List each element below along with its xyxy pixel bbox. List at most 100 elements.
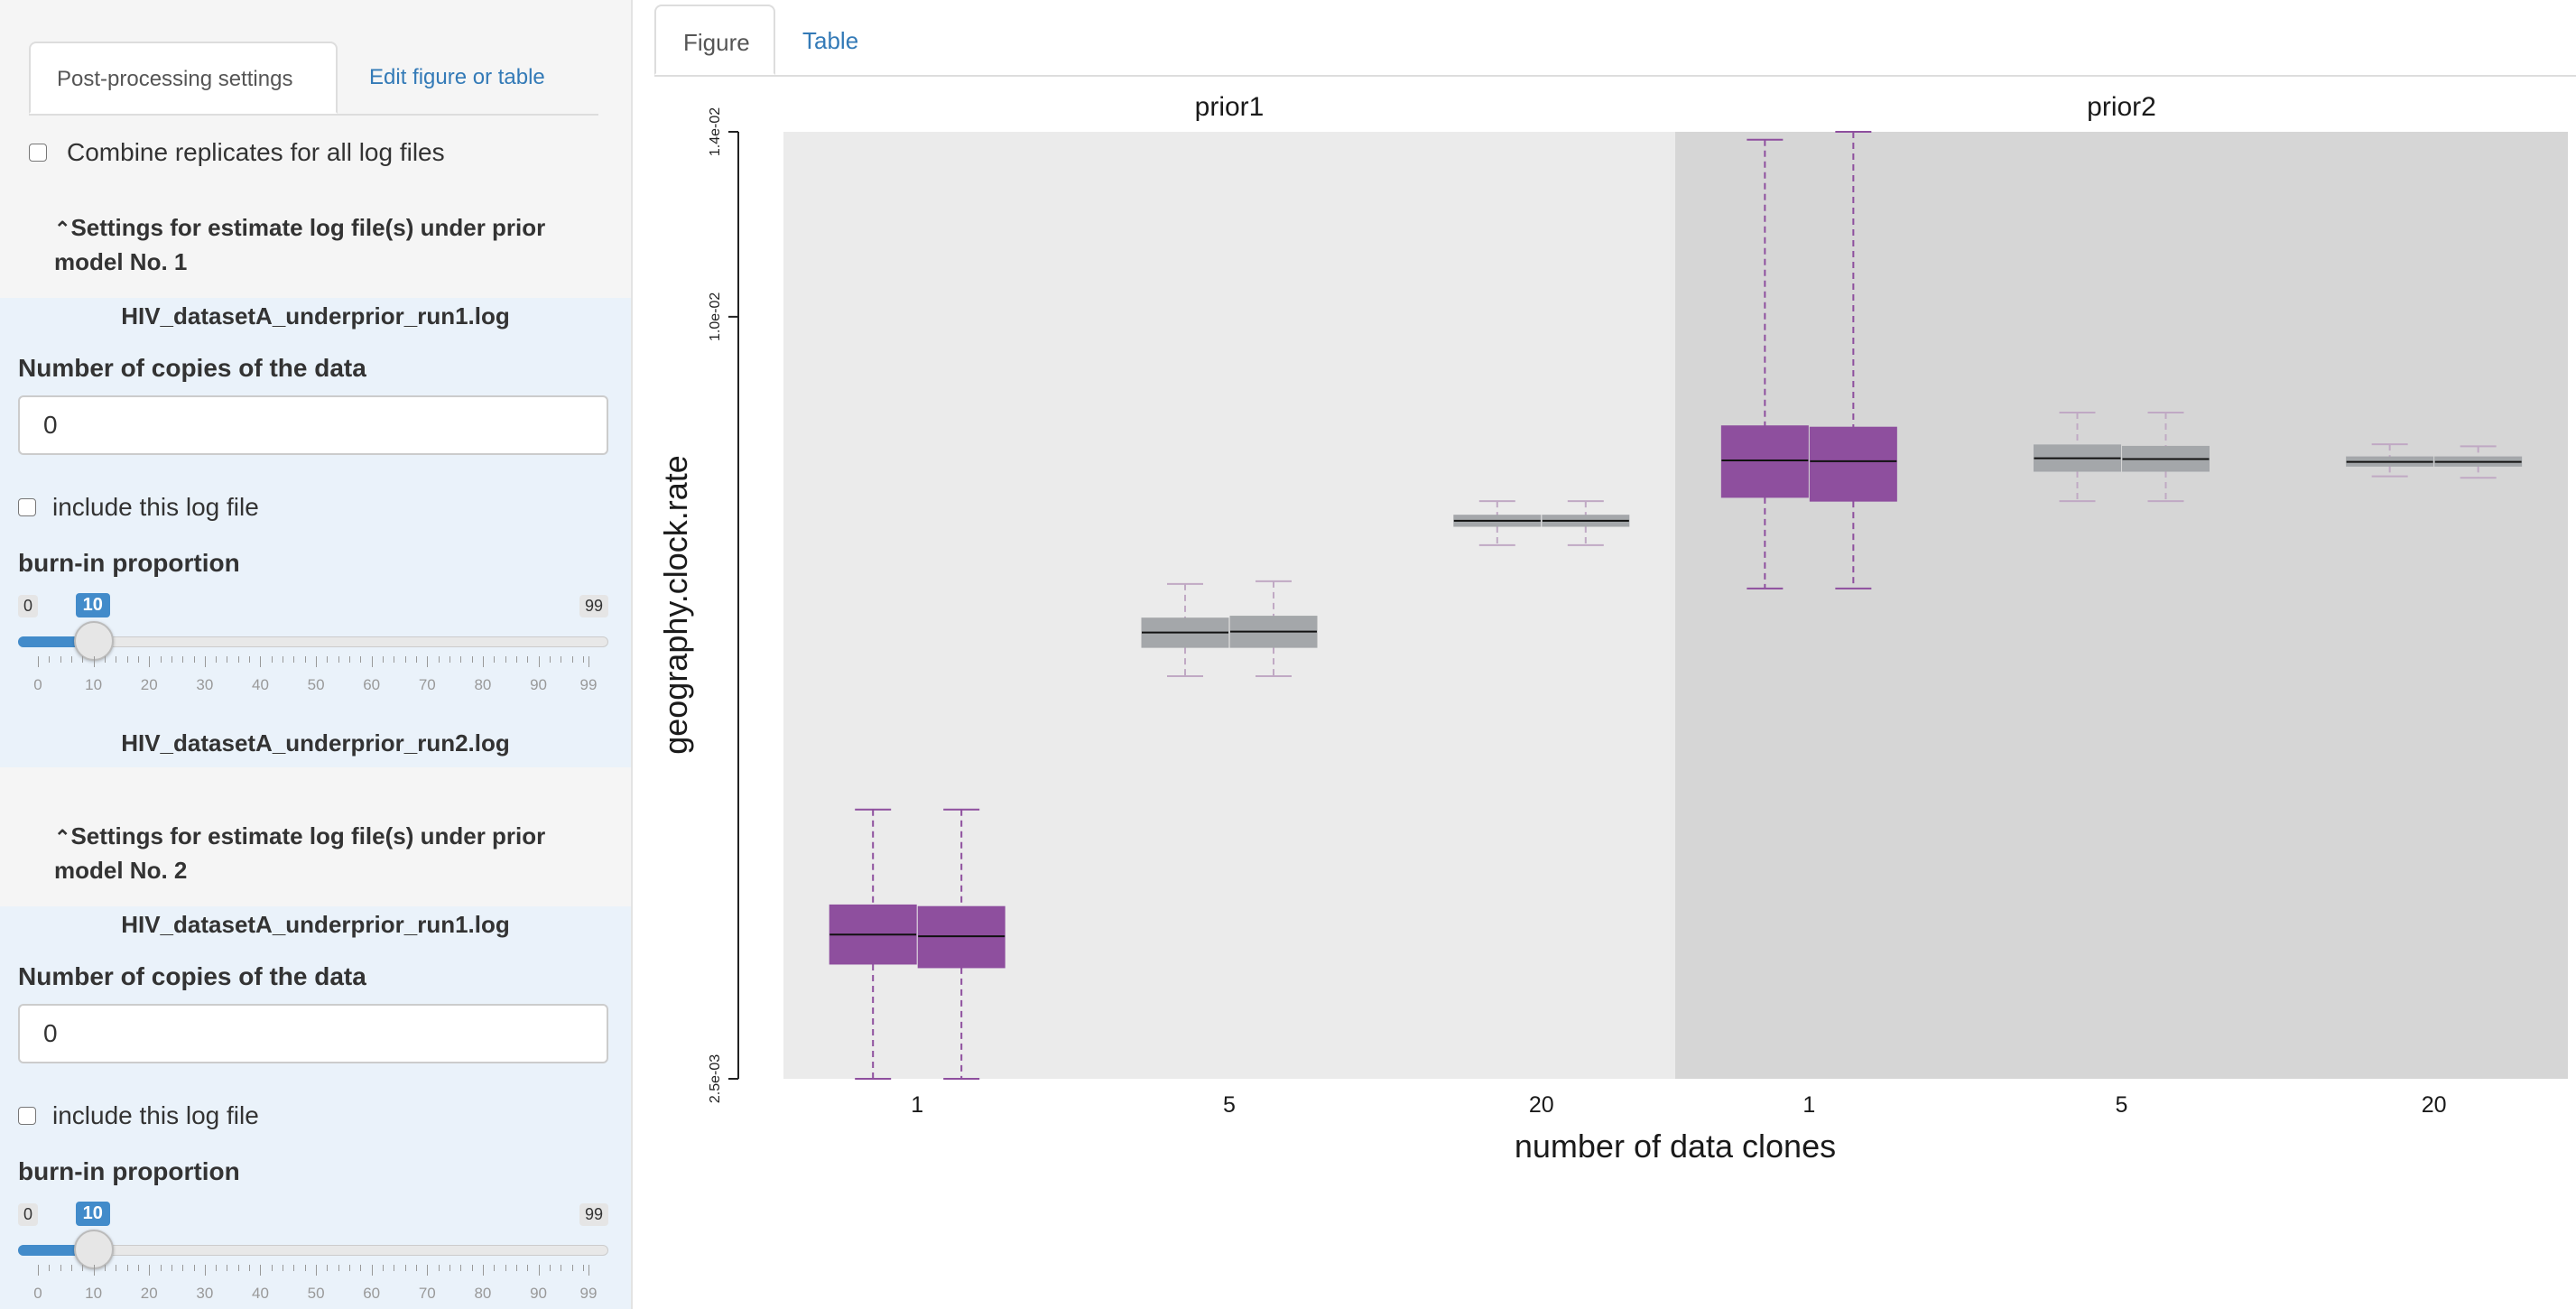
slider-major-tick [38, 656, 39, 667]
slider-tick-label: 40 [251, 1285, 269, 1302]
slider-tick-label: 60 [363, 1285, 381, 1302]
copies-label: Number of copies of the data [18, 962, 366, 990]
slider-minor-tick [193, 656, 195, 663]
copies-input[interactable]: 0 [18, 1004, 608, 1063]
slider-minor-tick [338, 656, 339, 663]
slider-minor-tick [494, 1265, 496, 1271]
slider-ticks: 0 10 20 30 40 50 60 70 80 90 99 [18, 1265, 608, 1302]
tab-table[interactable]: Table [802, 27, 859, 54]
sidebar: Post-processing settings Edit figure or … [0, 0, 633, 1309]
slider-minor-tick [104, 656, 106, 663]
panel-title: prior1 [1195, 92, 1265, 122]
slider-minor-tick [438, 656, 440, 663]
x-tick-label: 1 [1802, 1092, 1815, 1118]
slider-major-tick [482, 1265, 484, 1276]
slider-minor-tick [304, 1265, 306, 1271]
slider-minor-tick [415, 656, 417, 663]
slider-minor-tick [137, 1265, 139, 1271]
box-body [1809, 426, 1897, 502]
include-log-label: include this log file [52, 1101, 259, 1129]
slider-minor-tick [237, 656, 239, 663]
slider-tick-label: 30 [196, 676, 214, 693]
slider-minor-tick [571, 1265, 573, 1271]
slider-major-tick [316, 1265, 318, 1276]
slider-minor-tick [171, 656, 172, 663]
copies-input[interactable]: 0 [18, 395, 608, 455]
x-tick-label: 5 [1223, 1092, 1236, 1118]
slider-tick-label: 10 [85, 676, 103, 693]
include-log-checkbox[interactable] [18, 1107, 36, 1125]
burnin-label: burn-in proportion [18, 549, 240, 577]
slider-handle[interactable] [73, 1230, 114, 1269]
section-header-prior-2[interactable]: ⌃Settings for estimate log file(s) under… [54, 822, 546, 884]
slider-minor-tick [549, 1265, 551, 1271]
x-axis-title: number of data clones [1515, 1128, 1836, 1165]
slider-major-tick [316, 656, 318, 667]
slider-minor-tick [415, 1265, 417, 1271]
slider-minor-tick [515, 656, 517, 663]
panel-background [783, 132, 1675, 1079]
slider-minor-tick [216, 656, 218, 663]
slider-minor-tick [104, 1265, 106, 1271]
slider-minor-tick [527, 656, 529, 663]
include-log-row[interactable]: include this log file [18, 493, 259, 522]
slider-minor-tick [271, 656, 273, 663]
slider-minor-tick [171, 1265, 172, 1271]
slider-major-tick [149, 656, 151, 667]
slider-handle[interactable] [73, 621, 114, 661]
y-tick-label: 1.0e-02 [708, 292, 723, 341]
boxplot-chart: prior1 1 5 20 prior2 1 5 20 2.5e-03 1.0e-02 1.4e-0… [657, 92, 2568, 1165]
slider-tick-label: 99 [579, 1285, 598, 1302]
slider-minor-tick [216, 1265, 218, 1271]
slider-minor-tick [349, 656, 351, 663]
burnin-label: burn-in proportion [18, 1157, 240, 1185]
slider-tick-label: 10 [85, 1285, 103, 1302]
slider-minor-tick [60, 656, 61, 663]
slider-tick-label: 70 [418, 676, 436, 693]
slider-tick-label: 40 [251, 676, 269, 693]
tab-edit-figure-or-table[interactable]: Edit figure or table [369, 65, 545, 89]
slider-minor-tick [582, 656, 584, 663]
slider-major-tick [204, 656, 206, 667]
panel-background [1675, 132, 2568, 1079]
sidebar-tabs: Post-processing settings Edit figure or … [29, 42, 598, 116]
include-log-checkbox[interactable] [18, 498, 36, 516]
slider-minor-tick [304, 656, 306, 663]
combine-replicates-row[interactable]: Combine replicates for all log files [29, 138, 445, 167]
main-panel: prior1 1 5 20 prior2 1 5 20 2.5e-03 1.0e-02 1.4e-0… [633, 0, 2576, 1309]
burnin-slider[interactable]: 0 10 99 0 10 20 30 40 50 60 70 80 90 99 [18, 591, 608, 693]
slider-minor-tick [327, 1265, 329, 1271]
y-tick-label: 1.4e-02 [708, 107, 723, 156]
slider-major-tick [93, 1265, 95, 1276]
slider-major-tick [260, 656, 262, 667]
chevron-up-icon: ⌃ [54, 826, 71, 849]
slider-max-label: 99 [579, 595, 608, 617]
slider-minor-tick [126, 656, 128, 663]
section-header-prior-1[interactable]: ⌃Settings for estimate log file(s) under… [54, 214, 546, 275]
slider-minor-tick [515, 1265, 517, 1271]
slider-minor-tick [360, 1265, 362, 1271]
x-tick-label: 5 [2116, 1092, 2128, 1118]
tab-post-processing-settings[interactable]: Post-processing settings [29, 42, 338, 114]
file-name: HIV_datasetA_underprior_run1.log [121, 302, 510, 330]
include-log-label: include this log file [52, 493, 259, 521]
tab-figure[interactable]: Figure [654, 5, 775, 75]
slider-minor-tick [327, 656, 329, 663]
slider-tick-label: 99 [579, 676, 598, 693]
slider-major-tick [588, 656, 589, 667]
slider-minor-tick [449, 656, 450, 663]
slider-minor-tick [527, 1265, 529, 1271]
slider-ticks: 0 10 20 30 40 50 60 70 80 90 99 [18, 656, 608, 693]
slider-tick-label: 80 [474, 1285, 492, 1302]
slider-minor-tick [126, 1265, 128, 1271]
slider-minor-tick [360, 656, 362, 663]
slider-minor-tick [49, 1265, 51, 1271]
slider-major-tick [149, 1265, 151, 1276]
slider-major-tick [538, 656, 540, 667]
slider-tick-label: 90 [530, 676, 547, 693]
slider-minor-tick [383, 1265, 385, 1271]
combine-replicates-checkbox[interactable] [29, 144, 47, 162]
burnin-slider[interactable]: 0 10 99 0 10 20 30 40 50 60 70 80 90 99 [18, 1200, 608, 1302]
include-log-row[interactable]: include this log file [18, 1101, 259, 1130]
slider-minor-tick [549, 656, 551, 663]
